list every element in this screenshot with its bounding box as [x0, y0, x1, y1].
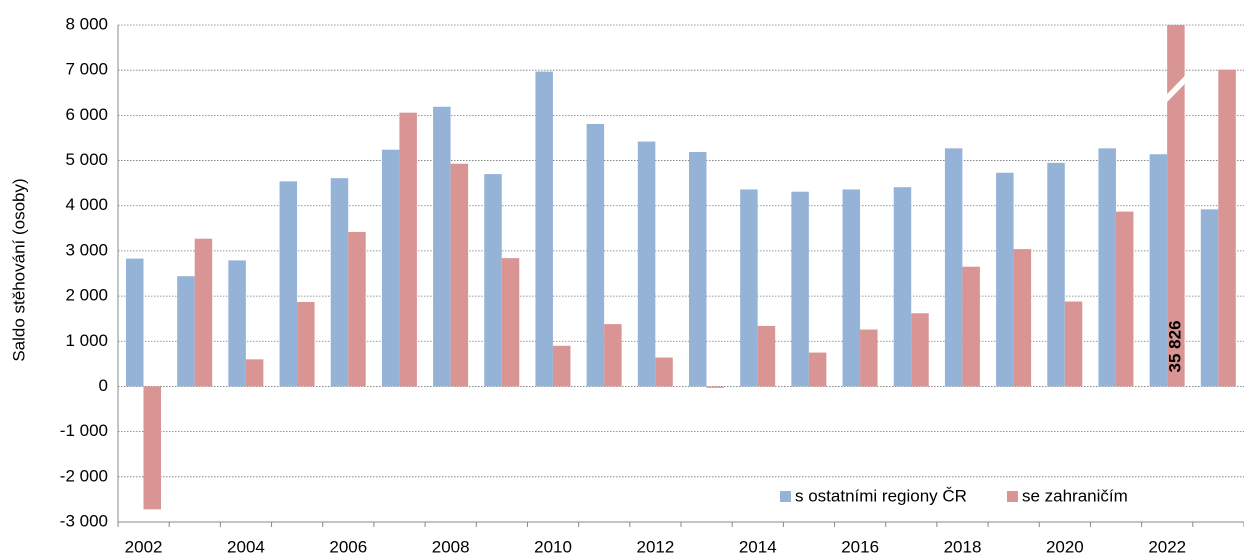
bar — [228, 260, 246, 387]
y-tick-label: -1 000 — [60, 421, 108, 440]
bar — [194, 238, 213, 387]
bar — [1064, 301, 1083, 387]
y-axis-title: Saldo stěhování (osoby) — [9, 178, 28, 361]
bar — [860, 329, 878, 387]
bar — [1013, 249, 1032, 387]
legend-label: se zahraničím — [1022, 486, 1128, 505]
y-tick-label: 3 000 — [65, 240, 108, 259]
y-tick-label: 0 — [99, 376, 108, 395]
x-tick-label: 2012 — [636, 537, 674, 556]
overlay: 35 826 s ostatními regiony ČR se zahraničí… — [780, 75, 1186, 505]
bar — [245, 359, 264, 387]
x-tick-label: 2018 — [944, 537, 982, 556]
bar — [808, 352, 827, 387]
bar — [1149, 154, 1168, 387]
x-tick-label: 2002 — [125, 537, 163, 556]
bar — [279, 181, 298, 387]
bar — [791, 191, 809, 387]
y-tick-label: 7 000 — [65, 60, 108, 79]
bar — [535, 71, 553, 387]
y-tick-label: 8 000 — [65, 14, 108, 33]
x-tick-label: 2006 — [329, 537, 367, 556]
y-tick-label: -2 000 — [60, 466, 108, 485]
bar — [996, 172, 1014, 387]
bar — [944, 148, 963, 387]
bar — [433, 106, 451, 387]
y-tick-label: 6 000 — [65, 105, 108, 124]
y-tick-label: 1 000 — [65, 331, 108, 350]
bar — [689, 151, 707, 387]
bar — [637, 141, 656, 387]
bar — [757, 325, 776, 387]
grid: -3 000 -2 000 -1 000 0 1 000 2 000 3 000 4 000 5… — [60, 14, 1244, 530]
y-tick-label: -3 000 — [60, 511, 108, 530]
bar — [1200, 209, 1219, 387]
bar — [348, 231, 366, 387]
bar — [842, 189, 861, 387]
bar — [552, 345, 571, 387]
y-tick-label: 5 000 — [65, 150, 108, 169]
bars — [126, 25, 1236, 510]
value-label: 35 826 — [1165, 320, 1184, 372]
bar — [962, 266, 980, 387]
axis-break — [1166, 75, 1186, 103]
legend-swatch — [780, 491, 791, 502]
bar — [706, 386, 724, 388]
bar — [586, 123, 605, 387]
bar — [604, 324, 622, 387]
bar — [126, 258, 144, 387]
bar — [143, 386, 161, 510]
bar — [1115, 211, 1134, 387]
bar — [655, 357, 673, 387]
bar — [1218, 69, 1236, 387]
bar — [1047, 162, 1065, 387]
bar — [381, 149, 400, 387]
bar — [177, 276, 195, 387]
legend-label: s ostatními regiony ČR — [795, 486, 967, 505]
x-tick-label: 2008 — [432, 537, 470, 556]
bar — [911, 313, 929, 387]
bar — [893, 187, 912, 387]
bar — [1098, 148, 1116, 387]
bar — [399, 112, 417, 387]
x-tick-label: 2004 — [227, 537, 265, 556]
y-tick-label: 2 000 — [65, 286, 108, 305]
x-tick-label: 2014 — [739, 537, 777, 556]
x-tick-label: 2020 — [1046, 537, 1084, 556]
bar — [450, 163, 469, 387]
bar — [1167, 25, 1185, 387]
x-tick-label: 2010 — [534, 537, 572, 556]
bar — [297, 301, 315, 387]
bar — [501, 258, 520, 387]
legend-swatch — [1006, 491, 1018, 502]
bar — [484, 174, 502, 387]
x-tick-label: 2022 — [1148, 537, 1186, 556]
y-tick-label: 4 000 — [65, 195, 108, 214]
bar — [740, 189, 758, 387]
bar — [330, 178, 349, 387]
x-tick-label: 2016 — [841, 537, 879, 556]
